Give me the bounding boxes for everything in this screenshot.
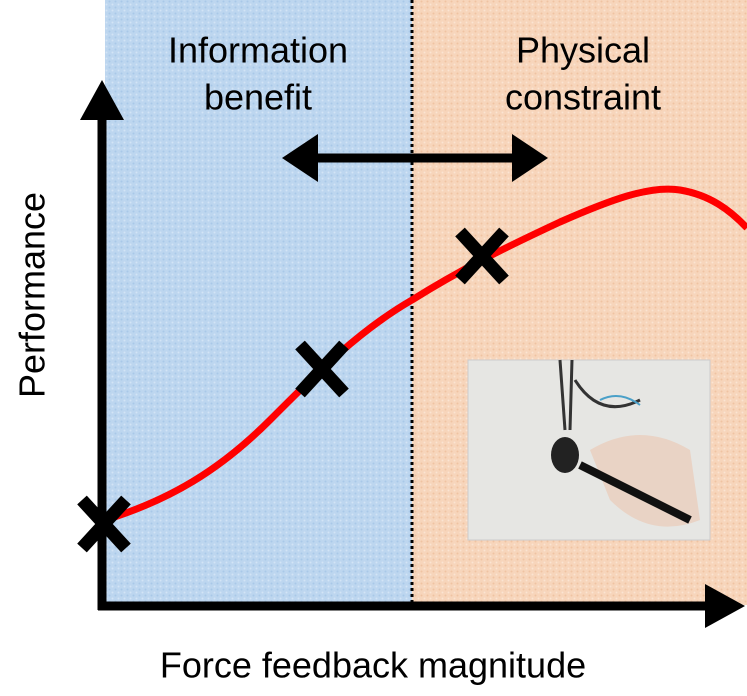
y-axis-label: Performance — [12, 192, 53, 398]
curve — [103, 185, 747, 524]
region-label: Information — [168, 30, 348, 71]
double-arrow — [282, 134, 548, 182]
region-label: benefit — [204, 77, 312, 118]
region-label: Physical — [516, 30, 650, 71]
x-axis-label: Force feedback magnitude — [160, 645, 586, 686]
axes — [80, 80, 745, 628]
photo — [467, 359, 711, 541]
region-label: constraint — [505, 77, 661, 118]
